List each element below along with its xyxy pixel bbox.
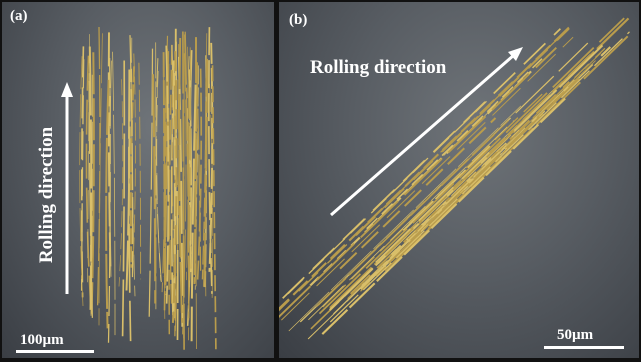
- fiber-strand: [281, 36, 574, 321]
- fiber-strand: [211, 65, 217, 350]
- fiber-strand: [112, 51, 116, 336]
- fiber-strand: [318, 17, 625, 315]
- fiber-strand: [194, 65, 199, 290]
- fiber-strand: [361, 145, 507, 286]
- fiber-strand: [79, 56, 84, 307]
- fiber-strand: [288, 105, 522, 332]
- fiber-strand: [107, 32, 112, 272]
- fiber-strand: [96, 26, 101, 306]
- panel-label-a: (a): [10, 8, 28, 24]
- fiber-strand: [321, 97, 566, 335]
- panel-label-b: (b): [289, 12, 308, 28]
- fiber-strand: [163, 60, 168, 319]
- fiber-strand: [279, 23, 574, 311]
- rolling-direction-label-b: Rolling direction: [310, 57, 447, 78]
- fiber-strand: [129, 35, 134, 278]
- fiber-strand: [132, 53, 136, 275]
- scale-bar-b: [544, 346, 624, 349]
- fiber-strand: [165, 45, 170, 304]
- fiber-strand: [375, 151, 490, 264]
- fiber-strand: [339, 117, 497, 270]
- fiber-strand: [87, 34, 90, 283]
- fiber-strand: [307, 160, 492, 340]
- fiber-strand: [88, 80, 94, 324]
- fiber-strand: [196, 68, 203, 285]
- fiber-strand: [105, 79, 110, 329]
- fiber-strand: [402, 145, 491, 232]
- fiber-strand: [152, 74, 157, 304]
- fiber-strand: [193, 37, 198, 285]
- fiber-strand: [195, 62, 202, 271]
- fiber-strand: [121, 60, 126, 337]
- fiber-strand: [190, 84, 197, 342]
- fiber-stripes-b: [279, 17, 632, 340]
- fiber-strand: [308, 120, 514, 321]
- rolling-arrow-b: [330, 47, 523, 217]
- fiber-strand: [118, 79, 124, 287]
- fiber-strand: [204, 33, 208, 302]
- panel-a: (a) Rolling direction 100µm: [2, 2, 274, 358]
- fiber-strand: [279, 47, 557, 318]
- fiber-strand: [98, 33, 103, 326]
- fiber-strand: [177, 79, 182, 329]
- fiber-strand: [88, 46, 93, 310]
- fiber-strand: [138, 62, 142, 280]
- fiber-strand: [203, 58, 209, 289]
- fiber-strand: [156, 70, 161, 281]
- fiber-strand: [282, 28, 561, 299]
- fiber-strand: [188, 47, 191, 341]
- fiber-strand: [186, 46, 190, 281]
- fiber-strand: [388, 74, 584, 264]
- fiber-strand: [407, 47, 606, 240]
- fiber-strand: [279, 28, 570, 312]
- panel-b: (b) Rolling direction 50µm: [279, 2, 639, 358]
- fiber-strand: [209, 83, 214, 300]
- fiber-strand: [184, 31, 190, 319]
- fiber-strand: [182, 31, 185, 350]
- fiber-strand: [127, 69, 132, 342]
- scale-label-b: 50µm: [557, 327, 594, 343]
- fiber-strand: [162, 52, 166, 277]
- fiber-strand: [356, 30, 567, 234]
- fiber-strand: [322, 93, 543, 308]
- fiber-strand: [80, 59, 85, 291]
- fiber-strand: [384, 130, 515, 257]
- fiber-strand: [129, 66, 136, 268]
- fiber-stripes-a: [79, 26, 217, 350]
- scale-bar-a: [16, 350, 94, 353]
- fiber-strand: [85, 55, 92, 303]
- fiber-strand: [90, 52, 95, 314]
- rolling-direction-label-a: Rolling direction: [36, 126, 57, 264]
- fiber-strand: [317, 134, 495, 306]
- fiber-strand: [366, 58, 543, 230]
- fiber-strand: [208, 27, 213, 294]
- fiber-strand: [171, 51, 178, 323]
- fiber-strand: [384, 156, 503, 272]
- scale-label-a: 100µm: [20, 332, 64, 348]
- fiber-strand: [107, 57, 111, 343]
- rolling-arrow-a: [61, 82, 73, 294]
- fiber-strand: [329, 31, 630, 323]
